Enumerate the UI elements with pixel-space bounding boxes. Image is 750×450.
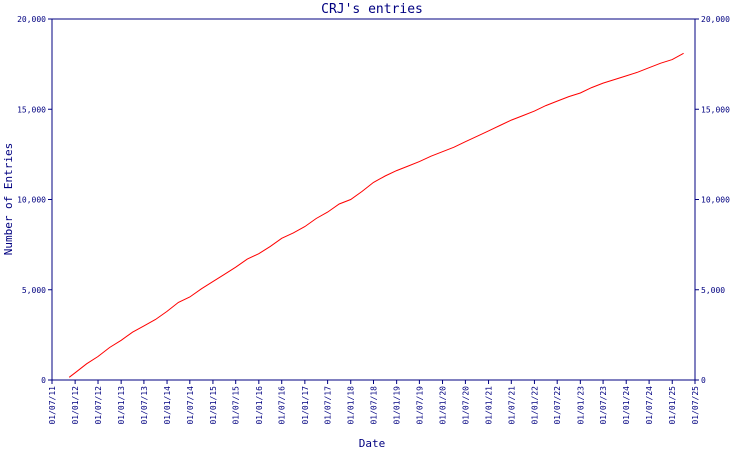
x-tick-label: 01/01/18 [347, 386, 356, 425]
plot-area [51, 18, 696, 381]
x-tick-label: 01/07/12 [94, 386, 103, 425]
y-tick-label-right: 10,000 [701, 196, 730, 205]
y-tick-label-left: 5,000 [22, 286, 46, 295]
y-tick-label-right: 20,000 [701, 15, 730, 24]
x-tick-label: 01/07/21 [507, 386, 516, 425]
x-tick-label: 01/07/17 [324, 386, 333, 425]
x-tick-label: 01/01/15 [209, 386, 218, 425]
y-tick-label-left: 10,000 [17, 196, 46, 205]
x-tick-label: 01/01/22 [530, 386, 539, 425]
x-tick-label: 01/07/18 [370, 386, 379, 425]
x-tick-label: 01/07/15 [232, 386, 241, 425]
x-tick-label: 01/07/20 [461, 386, 470, 425]
x-tick-label: 01/01/13 [117, 386, 126, 425]
x-tick-label: 01/07/19 [415, 386, 424, 425]
x-tick-label: 01/07/25 [691, 386, 700, 425]
x-tick-label: 01/07/24 [645, 386, 654, 425]
y-tick-label-right: 5,000 [701, 286, 725, 295]
x-tick-label: 01/01/16 [255, 386, 264, 425]
y-axis-label: Number of Entries [2, 143, 15, 256]
series-line-entries [68, 52, 684, 378]
y-tick-label-left: 20,000 [17, 15, 46, 24]
x-tick-label: 01/07/23 [599, 386, 608, 425]
y-axis-right: 0 5,000 10,000 15,000 20,000 [695, 15, 730, 385]
y-tick-label-left: 15,000 [17, 105, 46, 114]
x-tick-label: 01/01/24 [622, 386, 631, 425]
x-tick-label: 01/01/23 [576, 386, 585, 425]
y-axis-left: 0 5,000 10,000 15,000 20,000 [17, 15, 52, 385]
x-tick-label: 01/07/16 [278, 386, 287, 425]
x-tick-label: 01/01/12 [71, 386, 80, 425]
x-tick-label: 01/01/20 [439, 386, 448, 425]
x-tick-label: 01/07/14 [186, 386, 195, 425]
x-axis: 01/07/11 01/01/12 01/07/12 01/01/13 01/07/13… [48, 380, 700, 425]
x-tick-label: 01/07/13 [140, 386, 149, 425]
chart-title: CRJ's entries [321, 2, 423, 17]
y-tick-label-right: 0 [701, 376, 706, 385]
y-tick-label-left: 0 [41, 376, 46, 385]
x-tick-label: 01/07/11 [48, 386, 57, 425]
x-tick-label: 01/01/21 [485, 386, 494, 425]
x-tick-label: 01/01/14 [163, 386, 172, 425]
x-tick-label: 01/01/17 [301, 386, 310, 425]
y-tick-label-right: 15,000 [701, 105, 730, 114]
x-axis-label: Date [359, 437, 386, 450]
x-tick-label: 01/01/19 [393, 386, 402, 425]
x-tick-label: 01/07/22 [553, 386, 562, 425]
x-tick-label: 01/01/25 [668, 386, 677, 425]
